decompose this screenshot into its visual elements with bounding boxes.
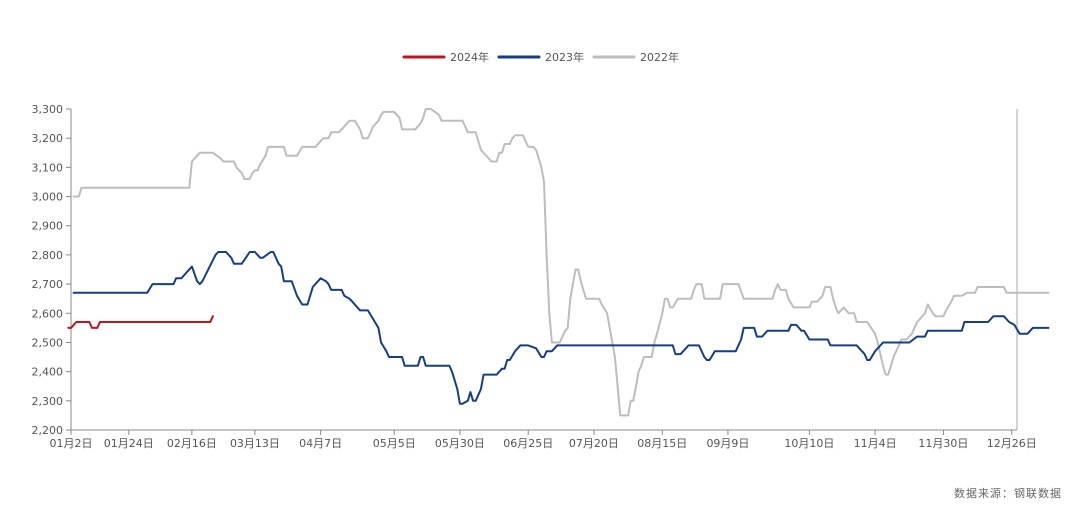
y-tick-label: 2,200 — [32, 424, 64, 437]
legend-item: 2024年 — [402, 50, 489, 64]
y-tick-label: 2,800 — [32, 249, 64, 262]
series-layer — [67, 108, 1050, 417]
y-tick-label: 2,400 — [32, 366, 64, 379]
x-tick-label: 04月7日 — [299, 437, 342, 450]
x-tick-label: 05月30日 — [435, 437, 485, 450]
y-tick-label: 2,600 — [32, 307, 64, 320]
series-line-2022年 — [72, 108, 1050, 417]
y-axis: 2,200 2,300 2,400 2,500 2,600 2,700 2,800 2,900… — [32, 103, 1018, 437]
y-tick-label: 3,100 — [32, 161, 64, 174]
x-tick-label: 05月5日 — [373, 437, 416, 450]
legend-item: 2023年 — [497, 50, 584, 64]
legend-label: 2022年 — [640, 50, 679, 64]
x-tick-label: 03月13日 — [230, 437, 280, 450]
y-tick-label: 2,900 — [32, 220, 64, 233]
x-tick-label: 06月25日 — [503, 437, 553, 450]
x-tick-label: 11月30日 — [918, 437, 968, 450]
x-tick-label: 11月4日 — [854, 437, 897, 450]
y-tick-label: 3,000 — [32, 191, 64, 204]
legend-label: 2024年 — [450, 50, 489, 64]
y-tick-label: 2,500 — [32, 336, 64, 349]
x-tick-label: 08月15日 — [637, 437, 687, 450]
x-tick-label: 01月2日 — [50, 437, 93, 450]
x-tick-label: 01月24日 — [104, 437, 154, 450]
y-tick-label: 2,700 — [32, 278, 64, 291]
x-tick-label: 09月9日 — [706, 437, 749, 450]
x-tick-label: 10月10日 — [784, 437, 834, 450]
series-line-2024年 — [67, 315, 214, 329]
x-tick-label: 02月16日 — [167, 437, 217, 450]
series-line-2023年 — [72, 251, 1050, 405]
legend: 2024年 2023年 2022年 — [402, 50, 679, 64]
y-tick-label: 3,300 — [32, 103, 64, 116]
y-tick-label: 3,200 — [32, 132, 64, 145]
x-tick-label: 07月20日 — [569, 437, 619, 450]
data-source-note: 数据来源：钢联数据 — [954, 487, 1062, 500]
x-axis: 01月2日 01月24日 02月16日 03月13日 04月7日 05月5日 05月30日 0… — [50, 429, 1037, 450]
legend-item: 2022年 — [592, 50, 679, 64]
x-tick-label: 12月26日 — [987, 437, 1037, 450]
y-tick-label: 2,300 — [32, 395, 64, 408]
legend-label: 2023年 — [545, 50, 584, 64]
